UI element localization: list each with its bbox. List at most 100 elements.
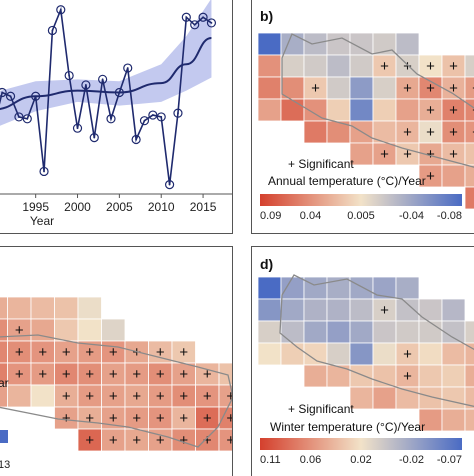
data-point-center bbox=[60, 9, 62, 11]
grid-cell bbox=[373, 343, 396, 365]
colorbar-tick-label: 13 bbox=[0, 459, 10, 471]
data-point-center bbox=[110, 118, 112, 120]
x-axis-label: Year bbox=[30, 214, 54, 228]
temperature-map-c: ++++++++++++++++++++++++++++++++++++++++… bbox=[0, 247, 233, 476]
grid-cell bbox=[465, 143, 474, 165]
significance-marker: + bbox=[132, 366, 141, 383]
grid-cell bbox=[258, 321, 281, 343]
grid-cell bbox=[442, 365, 465, 387]
significance-marker: + bbox=[62, 366, 71, 383]
grid-cell bbox=[419, 321, 442, 343]
significance-marker: + bbox=[85, 388, 94, 405]
grid-cell bbox=[465, 55, 474, 77]
significance-marker: + bbox=[85, 366, 94, 383]
grid-cell bbox=[442, 343, 465, 365]
grid-cell bbox=[373, 387, 396, 409]
colorbar-tick-label: 0.06 bbox=[300, 454, 321, 466]
significance-marker: + bbox=[85, 410, 94, 427]
legend-title-fragment: ar bbox=[0, 376, 9, 390]
data-point-center bbox=[102, 78, 104, 80]
grid-cell bbox=[8, 385, 32, 407]
significance-marker: + bbox=[403, 124, 412, 141]
significance-marker: + bbox=[203, 388, 212, 405]
grid-cell bbox=[350, 277, 373, 299]
significance-marker: + bbox=[109, 366, 118, 383]
grid-cell bbox=[327, 299, 350, 321]
colorbar-tick-label: -0.02 bbox=[399, 454, 424, 466]
colorbar bbox=[260, 438, 462, 450]
significance-marker: + bbox=[449, 102, 458, 119]
data-point-center bbox=[52, 30, 54, 32]
grid-cell bbox=[78, 297, 102, 319]
grid-cell bbox=[442, 165, 465, 187]
x-tick-label: 2005 bbox=[106, 200, 133, 214]
significance-marker: + bbox=[449, 124, 458, 141]
data-point-center bbox=[194, 24, 196, 26]
data-point-center bbox=[10, 95, 12, 97]
significance-marker: + bbox=[403, 80, 412, 97]
grid-cell bbox=[258, 33, 281, 55]
colorbar bbox=[260, 194, 462, 206]
grid-cell bbox=[281, 321, 304, 343]
significance-marker: + bbox=[156, 410, 165, 427]
significance-marker: + bbox=[380, 146, 389, 163]
significance-marker: + bbox=[203, 410, 212, 427]
data-point-center bbox=[211, 22, 213, 24]
data-point-center bbox=[152, 114, 154, 116]
grid-cell bbox=[419, 365, 442, 387]
grid-cell bbox=[465, 409, 474, 431]
grid-cell bbox=[396, 33, 419, 55]
grid-cell bbox=[8, 297, 32, 319]
data-point-center bbox=[118, 92, 120, 94]
legend-significant: + Significant bbox=[288, 402, 354, 416]
grid-cell bbox=[350, 343, 373, 365]
significance-marker: + bbox=[109, 432, 118, 449]
significance-marker: + bbox=[109, 388, 118, 405]
data-point-center bbox=[26, 118, 28, 120]
significance-marker: + bbox=[179, 432, 188, 449]
data-point-center bbox=[18, 116, 20, 118]
legend-title: Winter temperature (°C)/Year bbox=[270, 420, 425, 434]
grid-cell bbox=[258, 77, 281, 99]
grid-cell bbox=[327, 77, 350, 99]
grid-cell bbox=[327, 33, 350, 55]
grid-cell bbox=[465, 321, 474, 343]
grid-cell bbox=[442, 387, 465, 409]
grid-cell bbox=[258, 99, 281, 121]
grid-cell bbox=[327, 321, 350, 343]
significance-marker: + bbox=[38, 344, 47, 361]
significance-marker: + bbox=[85, 344, 94, 361]
grid-cell bbox=[396, 99, 419, 121]
x-tick-label: 2010 bbox=[148, 200, 175, 214]
grid-cell bbox=[396, 321, 419, 343]
grid-cell bbox=[465, 187, 474, 209]
colorbar-tick-label: -0.04 bbox=[399, 210, 424, 222]
colorbar-tick-label: 0.04 bbox=[300, 210, 321, 222]
grid-cell bbox=[304, 321, 327, 343]
significance-marker: + bbox=[179, 366, 188, 383]
data-point-center bbox=[144, 120, 146, 122]
grid-cell bbox=[304, 33, 327, 55]
grid-cell bbox=[327, 99, 350, 121]
significance-marker: + bbox=[62, 344, 71, 361]
panel-c-map: ++++++++++++++++++++++++++++++++++++++++… bbox=[0, 246, 233, 476]
significance-marker: + bbox=[132, 432, 141, 449]
grid-cell bbox=[258, 343, 281, 365]
data-point-center bbox=[1, 92, 3, 94]
grid-cell bbox=[102, 319, 126, 341]
annual-temperature-map: +++++++++++++++++++++b)+ SignificantAnnu… bbox=[252, 0, 474, 234]
grid-cell bbox=[465, 165, 474, 187]
x-tick-label: 2000 bbox=[64, 200, 91, 214]
grid-cell bbox=[327, 55, 350, 77]
grid-cell bbox=[281, 99, 304, 121]
grid-cell bbox=[258, 299, 281, 321]
data-point-center bbox=[135, 139, 137, 141]
grid-cell bbox=[350, 99, 373, 121]
grid-cell bbox=[281, 343, 304, 365]
data-point-center bbox=[169, 184, 171, 186]
grid-cell bbox=[0, 297, 8, 319]
significance-marker: + bbox=[426, 102, 435, 119]
